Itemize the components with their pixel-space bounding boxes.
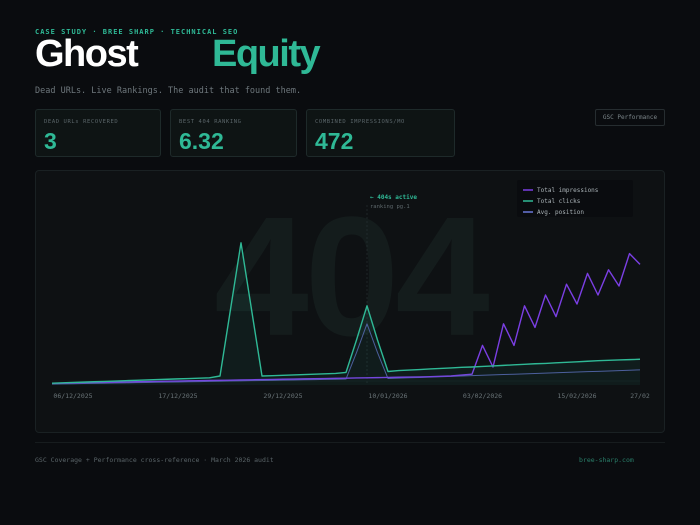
title-accent: Equity bbox=[212, 33, 321, 75]
x-tick-label: 17/12/2025 bbox=[158, 392, 197, 400]
annotation: ← 404s active bbox=[370, 194, 417, 201]
legend-label: Total impressions bbox=[537, 187, 599, 194]
title-main: Ghost bbox=[35, 33, 139, 75]
stat-value: 472 bbox=[315, 128, 354, 154]
subtitle: Dead URLs. Live Rankings. The audit that… bbox=[35, 86, 302, 96]
x-tick-label: 27/02 bbox=[630, 392, 650, 400]
x-tick-label: 06/12/2025 bbox=[53, 392, 92, 400]
stat-value: 6.32 bbox=[179, 128, 224, 154]
watermark: 404 bbox=[214, 182, 489, 372]
annotation-subtext: ranking pg.1 bbox=[370, 204, 410, 210]
series-line bbox=[51, 242, 641, 384]
legend-box bbox=[517, 180, 633, 217]
stat-value: 3 bbox=[44, 128, 57, 154]
area-fill bbox=[52, 242, 640, 385]
x-tick-label: 03/02/2026 bbox=[463, 392, 502, 400]
footer-note: GSC Coverage + Performance cross-referen… bbox=[35, 456, 274, 464]
stat-card: COMBINED IMPRESSIONS/MO 472 bbox=[306, 109, 455, 157]
footer-link[interactable]: bree-sharp.com bbox=[579, 456, 634, 464]
x-tick-label: 10/01/2026 bbox=[368, 392, 407, 400]
x-tick-label: 29/12/2025 bbox=[263, 392, 302, 400]
eyebrow: CASE STUDY · BREE SHARP · TECHNICAL SEO bbox=[35, 28, 239, 36]
stat-label: DEAD URLs RECOVERED bbox=[44, 119, 119, 125]
footer-divider bbox=[35, 442, 665, 443]
stat-card: BEST 404 RANKING 6.32 bbox=[170, 109, 297, 157]
title: Ghost Equity bbox=[35, 33, 321, 76]
legend-label: Avg. position bbox=[537, 209, 584, 216]
x-tick-label: 15/02/2026 bbox=[557, 392, 596, 400]
series-line bbox=[51, 323, 641, 385]
series-line bbox=[52, 252, 641, 384]
legend-label: Total clicks bbox=[537, 198, 581, 205]
stat-label: BEST 404 RANKING bbox=[179, 119, 242, 125]
stat-card: DEAD URLs RECOVERED 3 bbox=[35, 109, 161, 157]
gsc-button[interactable]: GSC Performance bbox=[595, 109, 665, 126]
stat-label: COMBINED IMPRESSIONS/MO bbox=[315, 119, 405, 125]
